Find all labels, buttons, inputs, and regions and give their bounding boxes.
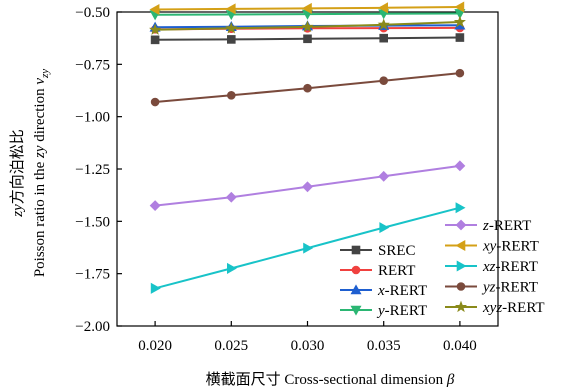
legend-label: SREC (378, 243, 416, 259)
legend-entry: xyz-RERT (445, 300, 545, 316)
data-point (379, 33, 389, 43)
y-tick-label: −1.25 (75, 162, 110, 178)
x-tick-label: 0.030 (291, 338, 325, 354)
data-point (378, 2, 389, 14)
y-tick-label: −1.00 (75, 110, 110, 126)
data-point (225, 191, 237, 203)
data-point (455, 202, 466, 214)
y-tick-label: −0.50 (75, 5, 110, 21)
data-point (149, 3, 160, 15)
legend-entry: xz-RERT (445, 259, 538, 275)
series-xy-rert (149, 1, 465, 15)
data-point (225, 3, 236, 15)
x-tick-label: 0.020 (138, 338, 172, 354)
data-point (454, 1, 465, 13)
data-point (377, 18, 390, 30)
legend-swatch-marker (454, 300, 468, 313)
data-point (302, 181, 313, 193)
data-point (227, 262, 237, 274)
data-point (379, 222, 390, 234)
data-point (379, 76, 389, 85)
data-point (303, 83, 312, 93)
legend-swatch-marker (455, 239, 466, 252)
data-point (303, 242, 314, 254)
series-group (149, 1, 466, 294)
legend-swatch-marker (456, 260, 467, 272)
data-point (454, 160, 466, 172)
data-point (378, 170, 390, 182)
data-point (453, 15, 466, 28)
series-z-rert (149, 160, 466, 212)
data-point (225, 21, 238, 34)
legend-swatch-marker (350, 305, 362, 316)
data-point (150, 35, 160, 45)
axis-ticks: 0.020 0.025 0.030 0.035 0.040 −0.50 −0.75 −1.00… (75, 5, 476, 354)
legend-swatch-marker (456, 282, 466, 291)
y-tick-label: −2.00 (75, 319, 110, 335)
data-point (150, 97, 160, 107)
legend-entry: xy-RERT (445, 239, 539, 255)
legend-label: x-RERT (377, 283, 427, 299)
legend-label: RERT (378, 263, 415, 279)
data-point (149, 23, 162, 35)
data-point (149, 200, 161, 212)
y-axis-title-line2: Poisson ratio in the zy direction νzy (32, 69, 51, 277)
data-point (150, 282, 161, 294)
legend-entry: RERT (340, 263, 415, 279)
legend-label: xy-RERT (482, 239, 539, 255)
x-axis-title: 横截面尺寸 Cross-sectional dimension β (206, 371, 455, 388)
data-point (227, 35, 236, 44)
y-tick-label: −1.50 (75, 214, 110, 230)
data-point (455, 33, 465, 42)
data-point (301, 20, 314, 33)
legend: SREC RERT x-RERT y-RERT z-RERT xy-RERT xz-RERT… (340, 218, 545, 319)
axis-titles: 横截面尺寸 Cross-sectional dimension β zy方向泊松… (9, 69, 455, 388)
legend-entry: yz-RERT (445, 280, 538, 296)
series-xyz-rert (149, 15, 466, 35)
x-tick-label: 0.035 (367, 338, 401, 354)
legend-entry: x-RERT (340, 283, 427, 299)
legend-label: yz-RERT (481, 280, 538, 296)
data-point (301, 2, 312, 14)
x-tick-label: 0.040 (443, 338, 477, 354)
legend-swatch-marker (351, 245, 361, 255)
legend-entry: y-RERT (340, 303, 427, 319)
legend-swatch-marker (350, 284, 362, 295)
data-point (455, 68, 465, 78)
legend-entry: z-RERT (445, 218, 531, 234)
data-point (303, 34, 312, 44)
legend-swatch-marker (351, 265, 361, 275)
series-xz-rert (150, 202, 466, 294)
series-yz-rert (150, 68, 465, 107)
legend-label: y-RERT (376, 303, 427, 319)
data-point (227, 91, 236, 100)
x-tick-label: 0.025 (214, 338, 248, 354)
y-axis-title-line1: zy方向泊松比 (9, 129, 26, 218)
series-srec (150, 33, 465, 45)
legend-swatch-marker (455, 219, 467, 231)
y-tick-label: −1.75 (75, 267, 110, 283)
y-tick-label: −0.75 (75, 57, 110, 73)
legend-label: z-RERT (482, 218, 531, 234)
legend-entry: SREC (340, 243, 416, 259)
legend-label: xz-RERT (482, 259, 538, 275)
legend-label: xyz-RERT (482, 300, 545, 316)
